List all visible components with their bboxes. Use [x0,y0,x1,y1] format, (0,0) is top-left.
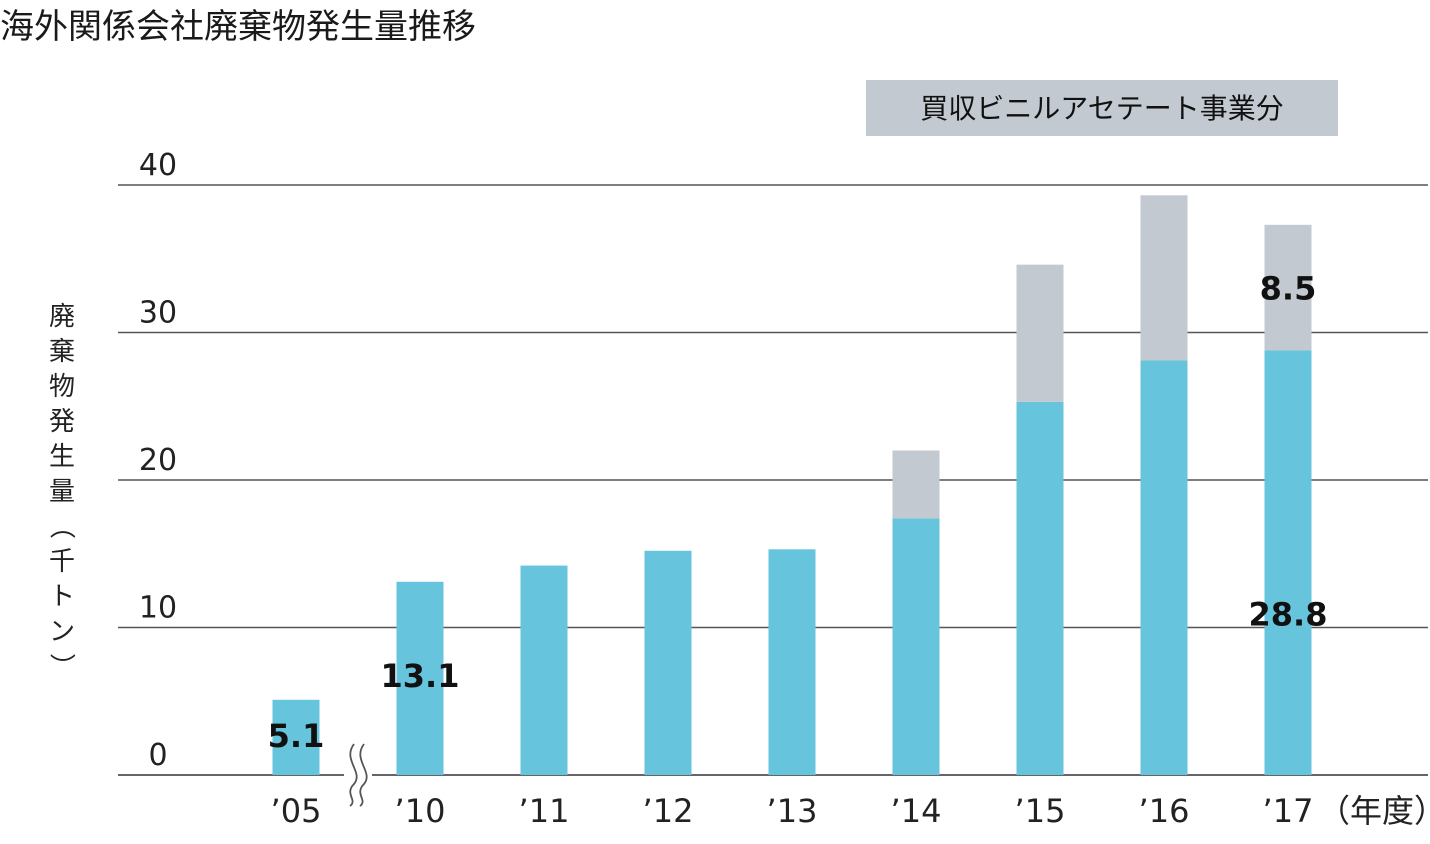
y-axis-label-char: （ [46,513,76,539]
y-axis-label-char: 生 [49,442,75,472]
legend: 買収ビニルアセテート事業分 [866,80,1338,136]
bar-base [396,581,444,775]
x-axis-label: （年度） [1318,792,1430,830]
y-axis-label: 廃棄物発生量 （ 千トン ） [46,302,76,679]
y-axis-label-char: 廃 [49,302,75,332]
y-axis-label-char: 千 [49,547,75,577]
chart-title: 海外関係会社廃棄物発生量推移 [0,7,476,47]
x-axis-ticks: ’05 ’10 ’11 ’12 ’13 ’14 ’15 ’16 ’17 [271,792,1314,830]
y-tick-label: 10 [139,591,177,626]
y-axis-label-char: ト [49,582,75,612]
bar-base [892,518,940,775]
data-labels: 5.1 13.1 28.8 8.5 [268,270,1328,755]
bar-base [1140,360,1188,775]
y-axis-label-char: 棄 [49,337,75,367]
y-axis-ticks: 0 10 20 30 40 [139,148,177,773]
x-tick-label: ’16 [1139,792,1190,830]
x-tick-label: ’17 [1263,792,1314,830]
bar-base [644,550,692,775]
x-tick-label: ’05 [271,792,322,830]
legend-label: 買収ビニルアセテート事業分 [920,92,1283,125]
data-label-base: 5.1 [268,717,325,755]
x-tick-label: ’14 [891,792,942,830]
x-tick-label: ’10 [395,792,446,830]
bar-acquired [1016,264,1064,402]
y-axis-label-char: ン [49,617,75,647]
x-tick-label: ’11 [519,792,570,830]
bar-base [1264,350,1312,775]
bar-base [768,549,816,775]
bar-acquired [1140,195,1188,361]
legend-box [866,80,1338,136]
y-axis-label-char: 発 [49,407,75,437]
x-tick-label: ’12 [643,792,694,830]
data-label-base: 13.1 [381,657,460,695]
y-tick-label: 0 [148,738,167,773]
bar-base [272,699,320,775]
y-axis-label-char: 量 [49,477,75,507]
y-tick-label: 20 [139,443,177,478]
axis-break-icon [344,740,372,810]
y-axis-label-char: ） [46,653,76,679]
y-axis-label-char: 物 [49,372,75,402]
bar-acquired [892,450,940,519]
x-tick-label: ’13 [767,792,818,830]
bar-base [520,565,568,775]
data-label-base: 28.8 [1249,596,1328,634]
data-label-acquired: 8.5 [1260,270,1317,308]
x-tick-label: ’15 [1015,792,1066,830]
y-tick-label: 30 [139,296,177,331]
grid [118,184,1428,776]
axis-break-line [349,743,358,807]
y-tick-label: 40 [139,148,177,183]
bar-acquired [1264,224,1312,351]
bar-base [1016,401,1064,775]
axis-break-mask [344,740,372,810]
axis-break-line [359,743,368,807]
bars [272,195,1312,775]
